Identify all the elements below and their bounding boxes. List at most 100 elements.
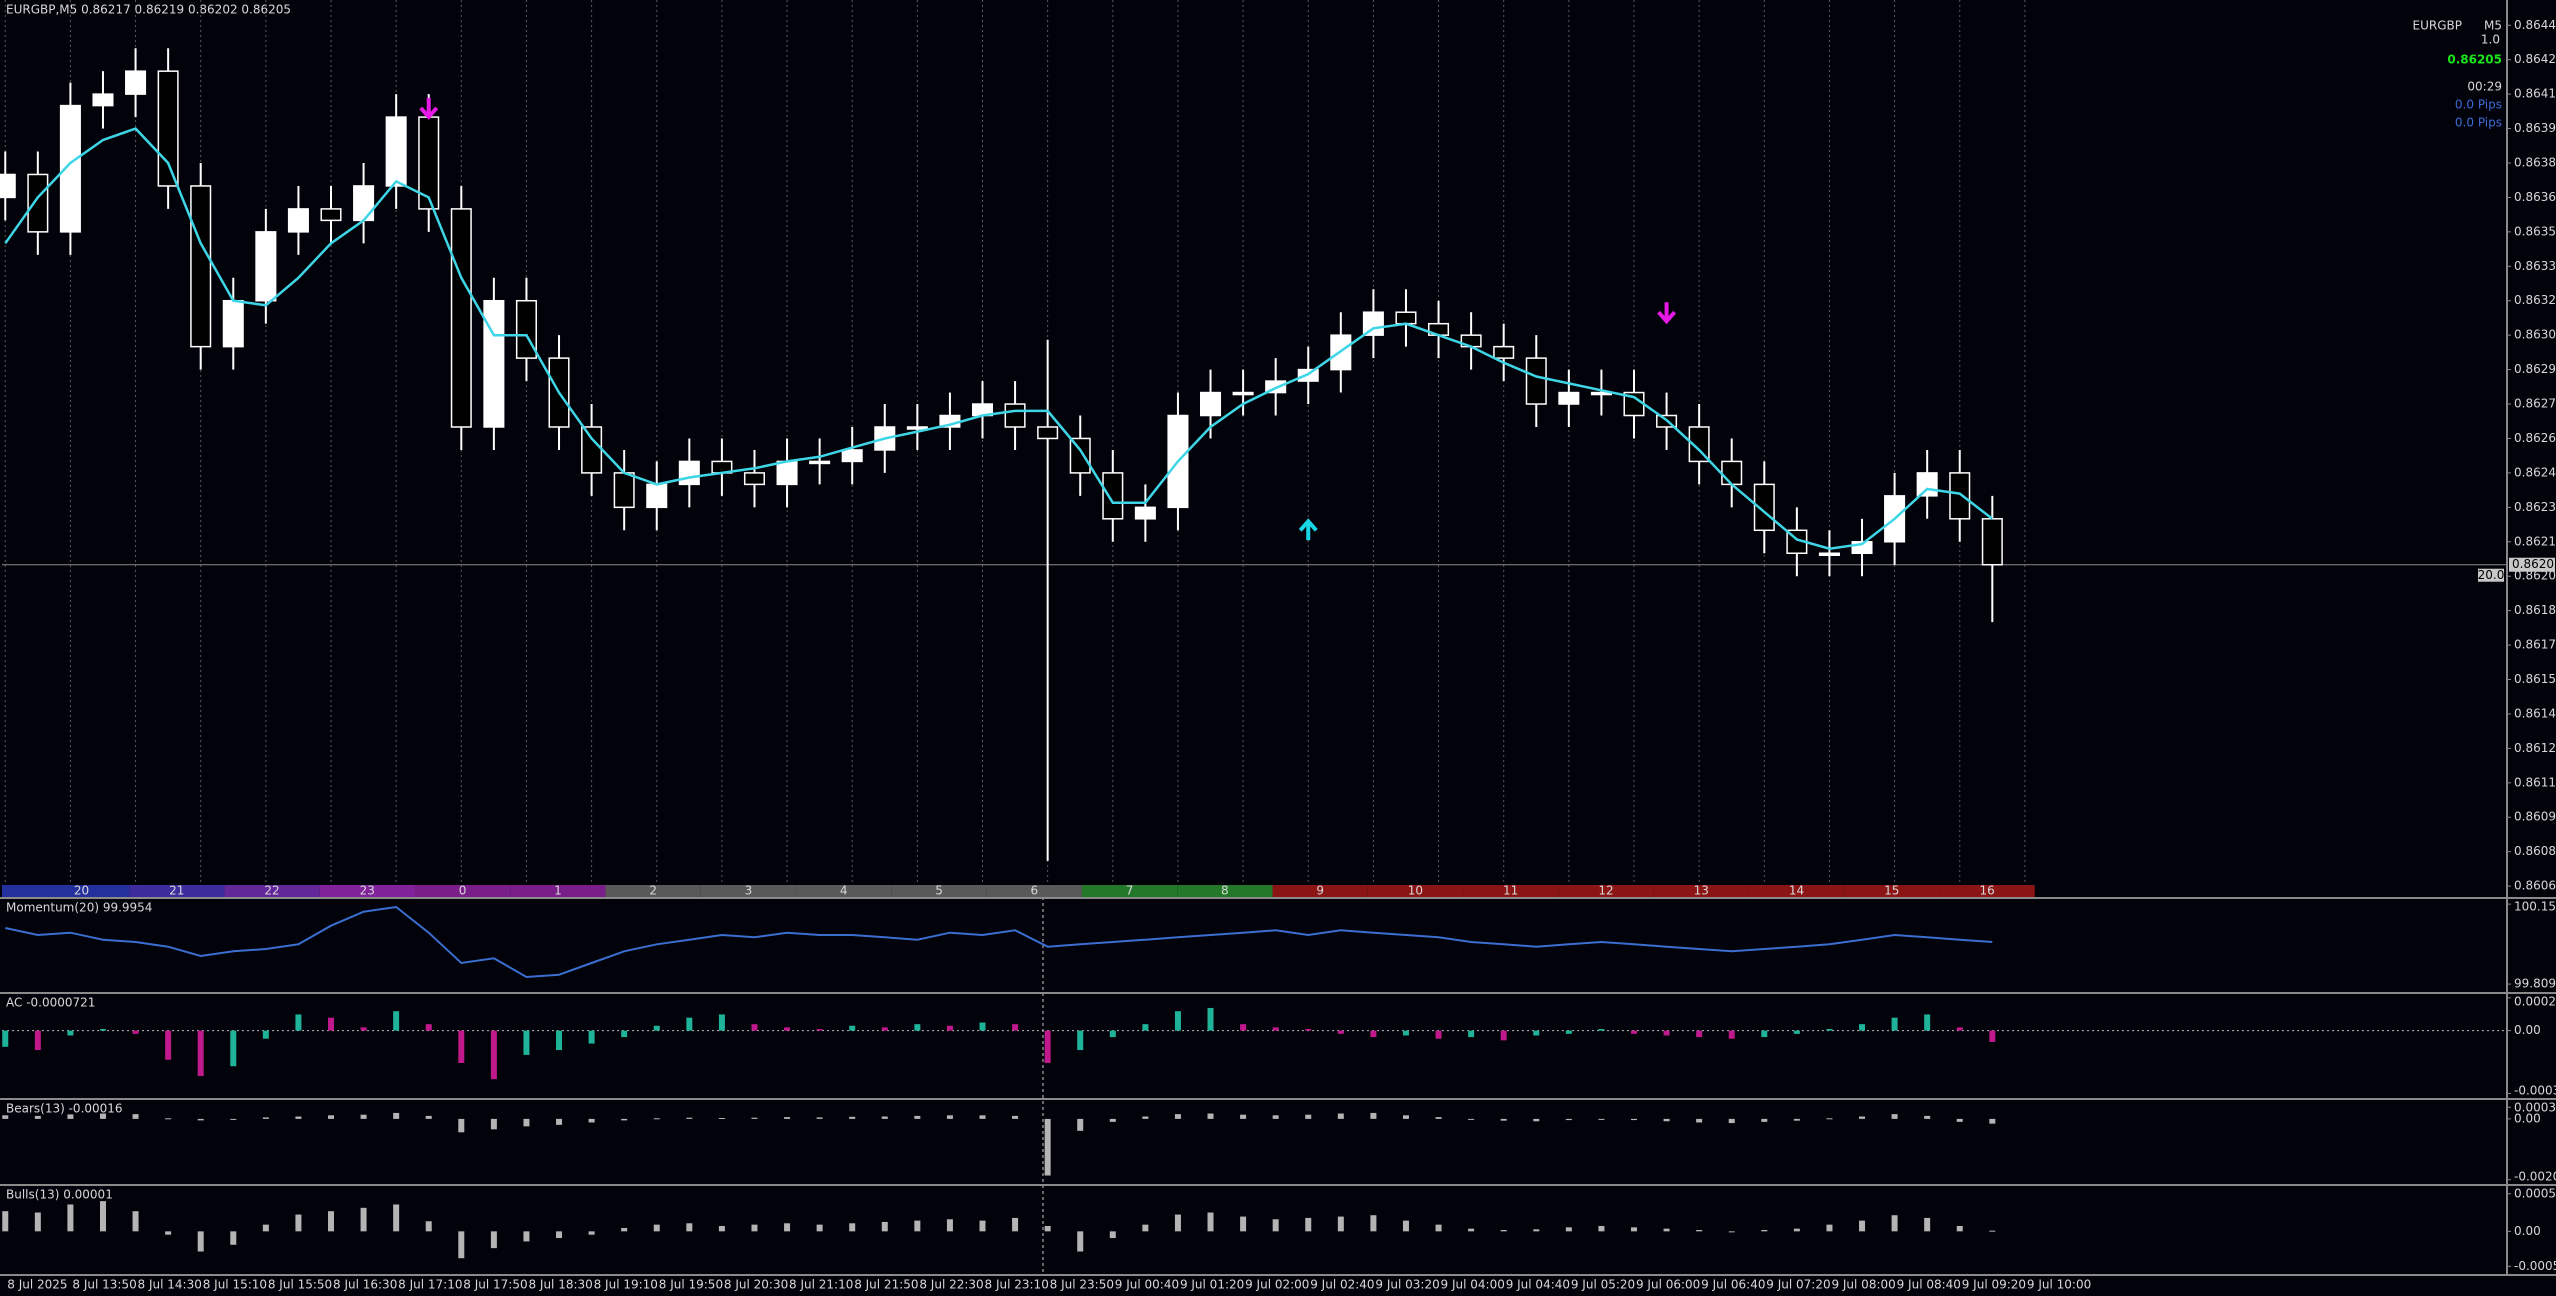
histogram-bar [132,1030,139,1034]
histogram-bar [67,1204,74,1232]
histogram-bar [1793,1228,1800,1232]
histogram-bar [881,1027,888,1031]
x-tick-label: 8 Jul 21:50 [854,1278,918,1292]
indicator-line [5,905,1993,979]
x-tick-label: 9 Jul 04:00 [1441,1278,1505,1292]
session-segment [1748,885,1845,897]
candle-body [1525,357,1547,405]
histogram-bar [653,1224,660,1232]
y-tick-label: -0.00052 [2514,1259,2556,1273]
histogram-bar [328,1115,335,1119]
moving-average [4,127,1994,550]
histogram-bar [1630,1118,1637,1121]
session-segment [1463,885,1559,897]
histogram-bar [881,1221,888,1232]
x-tick-label: 8 Jul 19:50 [659,1278,723,1292]
histogram-bar [165,1030,172,1060]
histogram-bar [556,1231,563,1239]
session-segment [129,885,225,897]
histogram-bar [718,1117,725,1119]
y-tick-label: 0.00039 [2514,1101,2556,1115]
session-label: 2 [649,884,657,898]
histogram-bar [197,1231,204,1252]
histogram-bar [1598,1225,1605,1232]
histogram-bar [718,1225,725,1232]
histogram-bar [1761,1030,1768,1038]
session-label: 23 [360,884,375,898]
candle-body [1232,391,1254,396]
signal-arrow [1298,518,1318,541]
histogram-bar [1402,1220,1409,1232]
histogram-bar [914,1024,921,1031]
histogram-bar [1924,1014,1931,1031]
session-label: 16 [1979,884,1994,898]
histogram-bar [1044,1030,1051,1063]
x-tick-label: 9 Jul 10:00 [2027,1278,2091,1292]
histogram-bar [99,1201,106,1232]
histogram-bar [523,1118,530,1127]
x-tick-label: 8 Jul 15:10 [203,1278,267,1292]
session-label: 1 [554,884,562,898]
x-tick-label: 9 Jul 08:40 [1897,1278,1961,1292]
histogram-bar [360,1027,367,1031]
candle-body [1818,552,1840,556]
histogram-bar [946,1025,953,1031]
session-segment [605,885,701,897]
histogram-bar [849,1223,856,1232]
histogram-bar [458,1118,465,1133]
histogram-bar [1956,1027,1963,1031]
histogram-bar [1272,1115,1279,1119]
histogram-bar [1077,1030,1084,1051]
histogram-bar [621,1227,628,1232]
histogram-bar [67,1030,74,1036]
histogram-bar [1109,1231,1116,1239]
histogram-bar [1468,1118,1475,1120]
histogram-bar [1793,1118,1800,1121]
y-tick-label: -0.000388 [2514,1084,2556,1098]
histogram-bar [588,1231,595,1235]
histogram-bar [1728,1231,1735,1233]
histogram-bar [295,1214,302,1232]
y-tick-label: 0.00056 [2514,1187,2556,1201]
histogram-bar [556,1118,563,1125]
candle-body [59,104,81,233]
histogram-bar [849,1116,856,1119]
histogram-bar [1435,1224,1442,1232]
bar-timer: 00:29 [2467,80,2502,94]
histogram-bar [686,1017,693,1031]
session-segment [1081,885,1178,897]
histogram-bar [1337,1216,1344,1232]
histogram-bar [1859,1220,1866,1232]
histogram-bar [1272,1219,1279,1232]
histogram-bar [1696,1118,1703,1123]
session-label: 7 [1126,884,1134,898]
histogram-bar [1663,1030,1670,1036]
last-price-label: 0.86205 [2512,557,2556,571]
histogram-bar [1826,1224,1833,1232]
histogram-bar [1533,1030,1540,1036]
histogram-bar [1077,1231,1084,1252]
candle-body [1395,311,1417,325]
x-tick-label: 8 Jul 15:50 [268,1278,332,1292]
histogram-bar [34,1030,41,1051]
candle-body [1362,311,1384,336]
candle-body [1558,391,1580,405]
histogram-bar [1891,1215,1898,1232]
histogram-bar [1728,1118,1735,1124]
candle-body [27,173,49,233]
histogram-bar [393,1204,400,1232]
histogram-bar [230,1231,237,1245]
y-tick-label: 0.0002024 [2514,995,2556,1009]
histogram-bar [621,1118,628,1121]
histogram-bar [1500,1230,1507,1232]
timeframe: M5 [2484,19,2502,33]
histogram-bar [1630,1030,1637,1034]
x-tick-label: 9 Jul 00:40 [1115,1278,1179,1292]
y-tick-label: 0.86275 [2514,397,2556,411]
y-tick-label: -0.00204 [2514,1170,2556,1184]
session-segment [986,885,1082,897]
